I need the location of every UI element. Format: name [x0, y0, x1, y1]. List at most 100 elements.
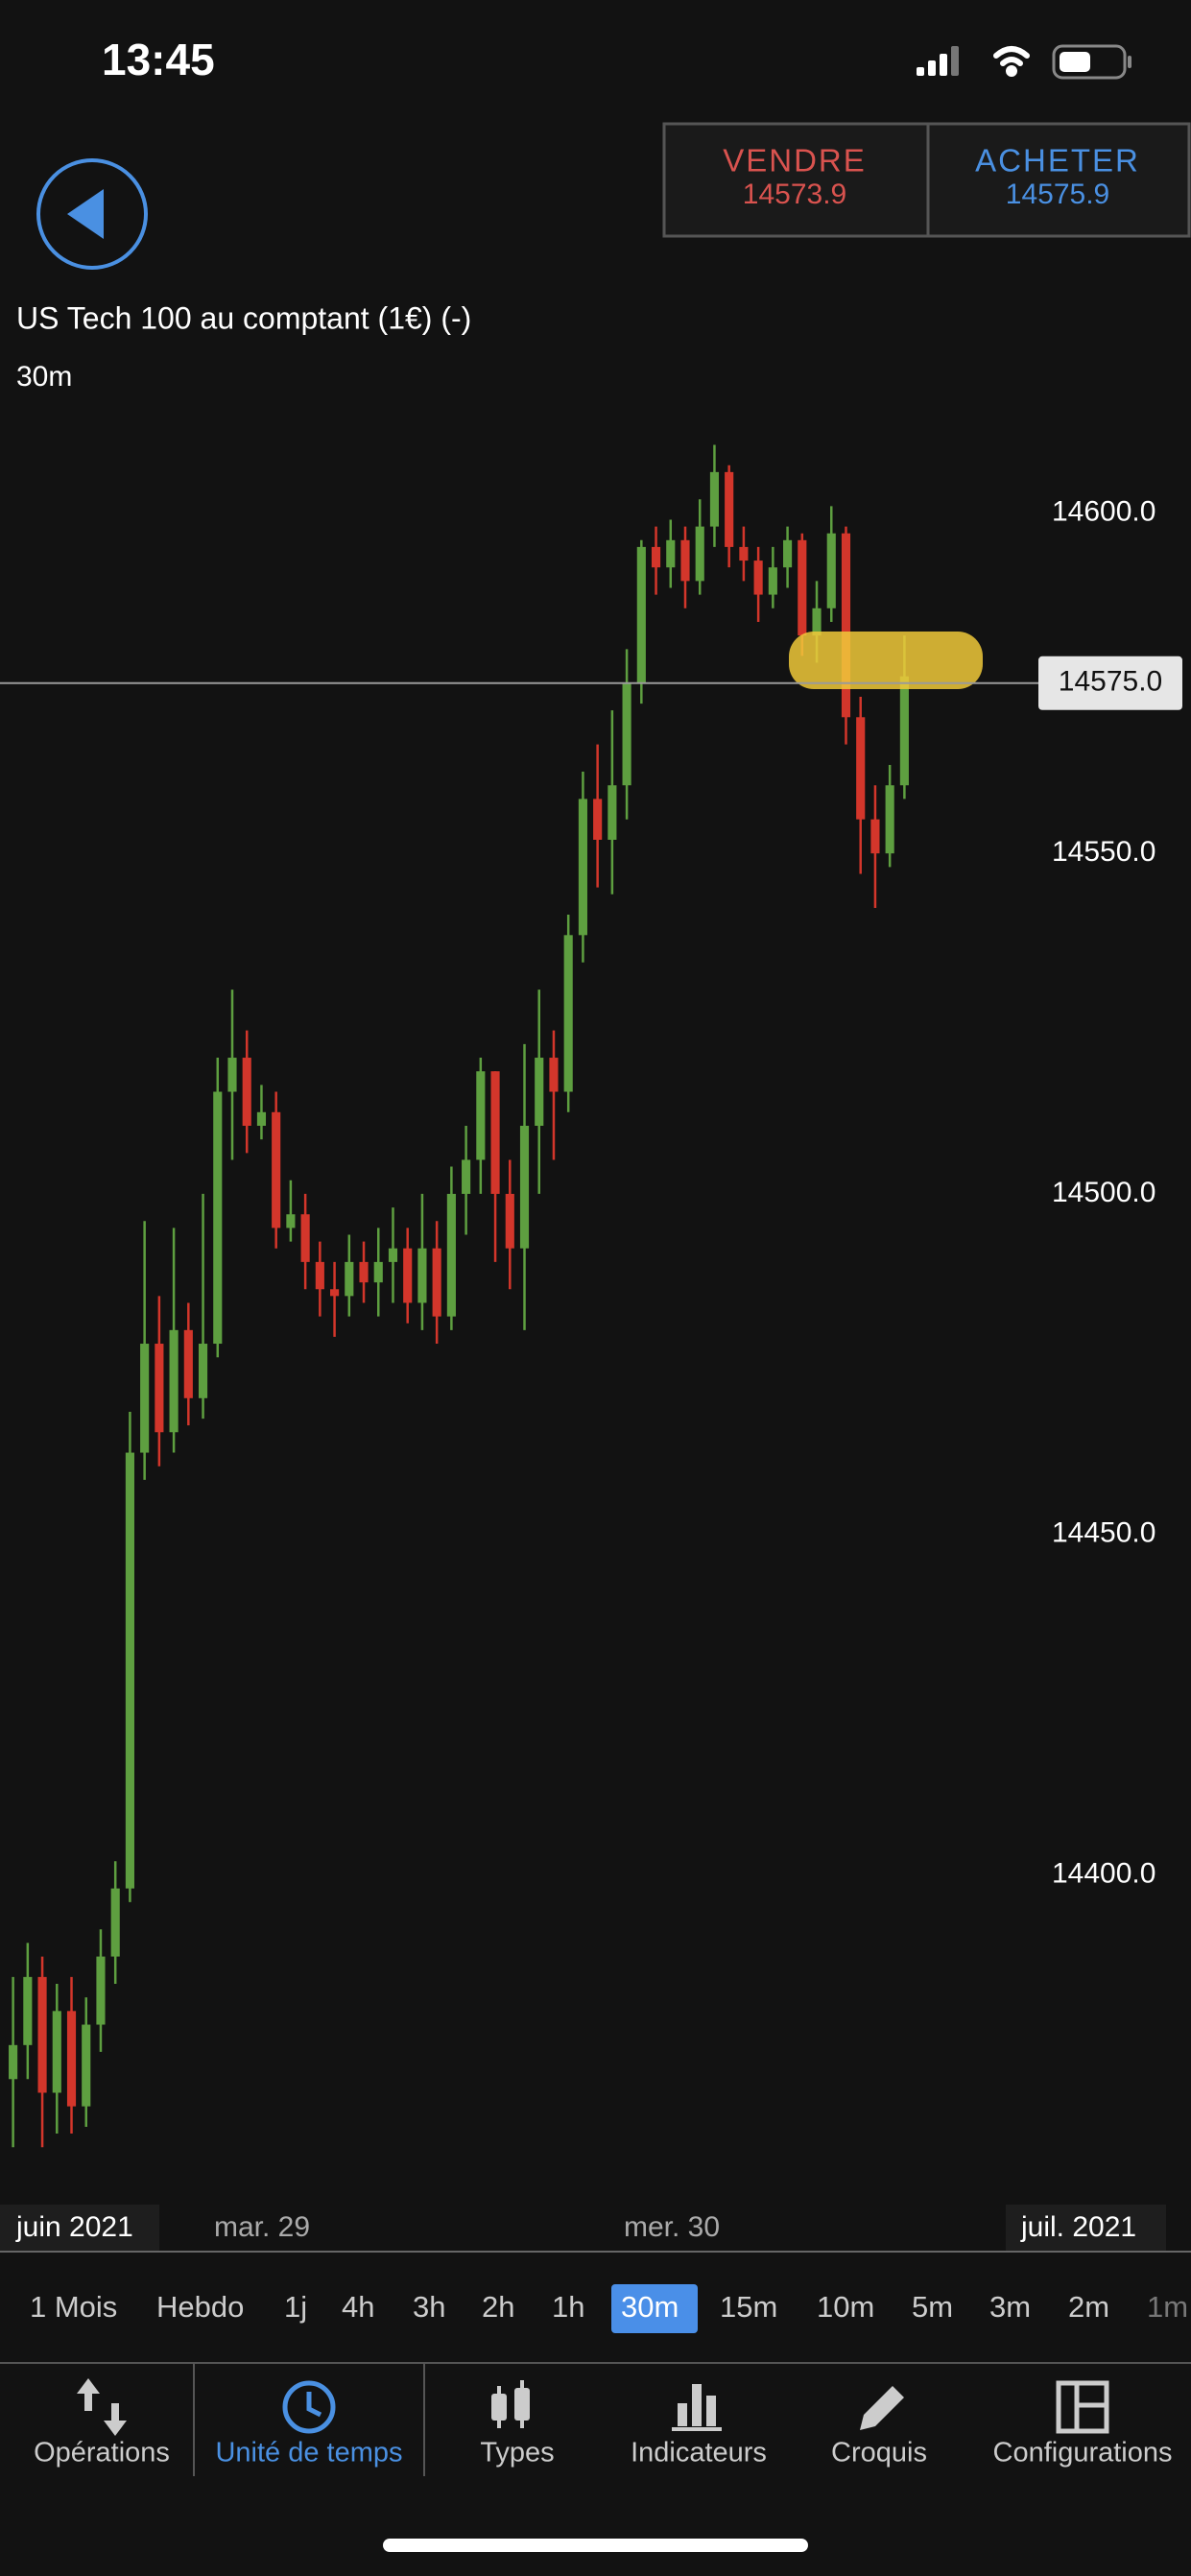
candle-body [856, 717, 866, 820]
current-price-box [1038, 656, 1182, 710]
nav-icons [77, 2378, 1109, 2436]
timeframe-option[interactable]: 2h [482, 2290, 514, 2324]
y-tick-label: 14550.0 [1052, 836, 1155, 868]
candle-body [37, 1976, 47, 2093]
time-icon [282, 2380, 336, 2434]
candle-body [870, 819, 880, 854]
x-tick-label: juin 2021 [15, 2211, 133, 2243]
candle-body [9, 2044, 18, 2080]
clock: 13:45 [102, 35, 215, 84]
sketch-icon [860, 2386, 904, 2430]
candle-body [841, 533, 851, 718]
candle-body [783, 539, 793, 568]
candle-body [739, 546, 749, 561]
candle-body [330, 1289, 340, 1297]
candle-body [651, 546, 661, 568]
candle-body [826, 533, 836, 608]
candle-body [622, 682, 631, 786]
timeframe-option[interactable]: 1 Mois [30, 2290, 117, 2324]
nav-item[interactable]: Opérations [34, 2438, 170, 2469]
candle-body [490, 1071, 500, 1194]
timeframe-option[interactable]: 5m [912, 2290, 953, 2324]
buy-button[interactable]: ACHETER 14575.9 [926, 122, 1191, 238]
candle-body [388, 1248, 398, 1262]
timeframe-option[interactable]: Hebdo [156, 2290, 244, 2324]
battery-icon [1052, 44, 1131, 80]
current-price-label: 14575.0 [1059, 666, 1162, 698]
candle-body [373, 1261, 383, 1283]
indicators-icon [672, 2384, 722, 2431]
candle-body [300, 1214, 310, 1262]
price-chart: 14600.0 14550.0 14500.0 14450.0 14400.0 14575… [0, 444, 1182, 2148]
timeframe-option[interactable]: 3m [989, 2290, 1031, 2324]
candle-body [155, 1344, 164, 1433]
sell-button[interactable]: VENDRE 14573.9 [662, 122, 930, 238]
candle-body [140, 1344, 150, 1453]
candle-body [23, 1976, 33, 2045]
candle-body [812, 608, 822, 636]
timeframe-option[interactable]: 10m [817, 2290, 874, 2324]
candle-body [169, 1329, 179, 1433]
candle-body [725, 471, 734, 547]
timeframe-option[interactable]: 3h [413, 2290, 445, 2324]
home-indicator [383, 2539, 808, 2552]
nav-item[interactable]: Croquis [831, 2438, 927, 2469]
y-tick-label: 14400.0 [1052, 1857, 1155, 1889]
candle-body [476, 1071, 486, 1160]
candle-body [359, 1261, 369, 1283]
candle-body [272, 1111, 281, 1228]
candle-body [607, 785, 617, 840]
candle-body [52, 2011, 61, 2093]
candle-body [286, 1214, 296, 1228]
candle-body [709, 471, 720, 527]
nav-item[interactable]: Configurations [993, 2438, 1173, 2469]
candle-body [66, 2011, 77, 2107]
candle-body [578, 799, 587, 936]
candle-body [256, 1111, 267, 1126]
candle-body [403, 1248, 413, 1303]
nav-item[interactable]: Indicateurs [631, 2438, 767, 2469]
timeframe-option[interactable]: 4h [342, 2290, 374, 2324]
candle-body [213, 1091, 223, 1345]
candle-body [183, 1329, 193, 1398]
timeframe-option[interactable]: 1j [284, 2290, 307, 2324]
candle-body [593, 799, 603, 840]
y-tick-label: 14500.0 [1052, 1177, 1155, 1208]
candle-body [563, 935, 573, 1092]
x-label-box [1006, 2205, 1166, 2251]
candle-body [446, 1193, 456, 1317]
candle-body [666, 539, 676, 568]
candle-body [549, 1058, 559, 1092]
candle-body [198, 1344, 208, 1398]
candle-body [535, 1058, 544, 1126]
candle-body [462, 1159, 471, 1194]
x-labels: juin 2021 mar. 29 mer. 30 juil. 2021 [15, 2211, 1136, 2243]
candle-body [798, 539, 807, 636]
candle-body [315, 1261, 324, 1290]
timeframe-option[interactable]: 15m [720, 2290, 777, 2324]
back-button[interactable] [36, 158, 148, 270]
timeframe-option[interactable]: 2m [1068, 2290, 1109, 2324]
buy-price: 14575.9 [1006, 179, 1109, 210]
timeframe-option[interactable]: 30m [621, 2290, 679, 2324]
nav-item[interactable]: Types [480, 2438, 554, 2469]
candle-body [227, 1058, 237, 1092]
candle-body [110, 1888, 120, 1957]
candle-body [417, 1248, 427, 1303]
timeframe-option[interactable]: 1m [1147, 2290, 1188, 2324]
candle-body [519, 1125, 530, 1249]
timeframe-option[interactable]: 1h [552, 2290, 584, 2324]
highlight [789, 632, 983, 689]
x-label-box [0, 2205, 159, 2251]
timeframe-selected [611, 2284, 698, 2333]
candle-body [505, 1193, 514, 1249]
sell-price: 14573.9 [743, 179, 846, 210]
bottom-nav: Opérations Unité de temps Types Indicateurs… [34, 2438, 1172, 2469]
sell-label: VENDRE [723, 143, 867, 179]
nav-item[interactable]: Unité de temps [215, 2438, 402, 2469]
instrument-interval: 30m [16, 361, 72, 393]
x-tick-label: mer. 30 [624, 2211, 720, 2243]
y-tick-label: 14600.0 [1052, 495, 1155, 527]
